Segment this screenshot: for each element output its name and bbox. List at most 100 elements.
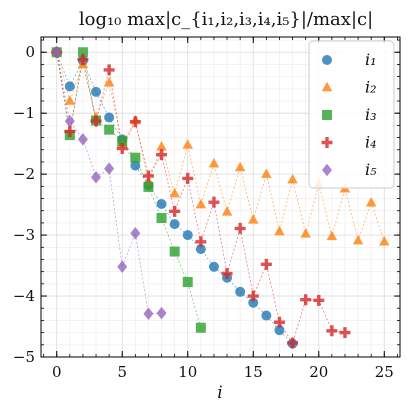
data-point-series-1: [248, 297, 259, 308]
data-point-series-5: [130, 227, 141, 240]
data-point-series-4: [339, 327, 351, 339]
x-tick-label: 0: [52, 363, 62, 381]
data-point-series-3: [169, 246, 180, 257]
legend-label-series-5: i₅: [365, 160, 377, 179]
data-point-series-3: [117, 136, 128, 147]
y-tick-label: −5: [13, 348, 35, 366]
data-point-series-5: [51, 45, 62, 59]
y-tick-label: −4: [13, 287, 35, 305]
data-point-series-2: [274, 225, 285, 236]
data-point-series-1: [104, 112, 115, 123]
data-point-series-1: [91, 86, 102, 97]
data-point-series-3: [156, 213, 167, 224]
x-tick-label: 15: [244, 363, 263, 381]
x-axis-label: i: [217, 383, 222, 403]
data-point-series-4: [195, 236, 207, 248]
data-point-series-2: [221, 206, 233, 216]
data-point-series-4: [64, 125, 76, 137]
data-point-series-4: [208, 196, 220, 208]
x-tick-label: 10: [178, 363, 197, 381]
data-point-series-1: [64, 81, 75, 92]
x-tick-label: 5: [117, 363, 127, 381]
data-point-series-4: [156, 149, 168, 161]
data-point-series-2: [234, 161, 246, 172]
legend-entries: i₁ i₂ i₃ i₄ i₅: [321, 50, 377, 179]
data-point-series-4: [313, 294, 325, 306]
data-point-series-4: [77, 54, 89, 66]
data-point-series-4: [260, 258, 272, 270]
chart-title: log₁₀ max|c_{i₁,i₂,i₃,i₄,i₅}|/max|c|: [79, 9, 373, 30]
data-point-series-5: [104, 162, 115, 175]
data-point-series-2: [103, 76, 115, 87]
data-point-series-4: [103, 64, 115, 76]
data-point-series-1: [182, 230, 193, 241]
series-line-2: [56, 52, 385, 242]
data-point-series-5: [117, 260, 128, 274]
data-point-series-1: [169, 219, 180, 230]
data-point-series-4: [221, 267, 233, 279]
y-tick-label: 0: [25, 43, 35, 61]
legend-marker-series-2: [321, 81, 333, 92]
data-point-series-2: [300, 228, 311, 238]
y-tick-label: −1: [13, 104, 35, 122]
data-point-series-3: [195, 322, 206, 333]
legend-label-series-3: i₃: [365, 105, 377, 124]
data-point-series-2: [352, 234, 364, 245]
data-point-series-3: [77, 47, 88, 58]
data-point-series-2: [326, 230, 338, 241]
data-point-series-4: [287, 337, 299, 349]
data-point-series-1: [208, 261, 219, 272]
y-tick-label: −2: [13, 165, 35, 183]
data-point-series-2: [261, 168, 272, 178]
data-point-series-4: [142, 170, 154, 182]
data-point-series-4: [326, 325, 338, 337]
data-point-series-2: [365, 197, 377, 207]
legend-marker-series-4: [321, 137, 333, 148]
legend-box: [308, 40, 395, 189]
plot-frame: [40, 36, 401, 358]
data-point-series-4: [273, 316, 285, 328]
data-point-series-5: [143, 307, 154, 320]
data-point-series-3: [130, 152, 141, 163]
data-point-series-1: [195, 244, 206, 255]
y-tick-label: −3: [13, 226, 35, 244]
data-point-series-2: [248, 214, 259, 224]
data-point-series-4: [169, 205, 181, 217]
data-point-series-1: [261, 310, 272, 321]
data-point-series-2: [208, 158, 220, 168]
data-point-series-2: [379, 236, 390, 246]
data-point-series-1: [274, 325, 285, 336]
data-point-series-4: [90, 115, 102, 127]
legend-label-series-4: i₄: [365, 133, 377, 152]
data-point-series-2: [182, 139, 193, 149]
legend-marker-series-1: [322, 55, 332, 65]
x-tick-label: 20: [309, 363, 328, 381]
legend: i₁ i₂ i₃ i₄ i₅: [308, 40, 395, 189]
data-point-series-2: [287, 173, 298, 184]
axis-ticks: 0 5 10 15 20 25 0 −1 −2 −3 −4 −5: [13, 37, 400, 381]
data-point-series-5: [156, 306, 167, 320]
data-point-series-3: [182, 277, 193, 288]
legend-marker-series-3: [322, 110, 332, 120]
data-point-series-2: [64, 95, 76, 105]
data-point-series-2: [195, 198, 207, 209]
data-point-series-1: [130, 160, 141, 171]
data-point-series-2: [156, 140, 167, 151]
data-point-series-4: [182, 172, 194, 184]
data-point-series-4: [129, 116, 141, 128]
x-tick-label: 25: [375, 363, 394, 381]
data-point-series-4: [247, 290, 259, 302]
data-point-series-4: [116, 143, 128, 155]
data-point-series-1: [156, 199, 167, 210]
data-point-series-5: [91, 170, 102, 184]
legend-label-series-2: i₂: [365, 78, 377, 97]
data-point-series-1: [235, 286, 246, 297]
data-point-series-4: [234, 222, 246, 234]
legend-marker-series-5: [322, 163, 332, 177]
legend-label-series-1: i₁: [365, 50, 377, 69]
data-point-series-2: [169, 187, 180, 198]
data-point-series-5: [77, 133, 88, 146]
data-point-series-5: [64, 114, 75, 128]
series-markers: [51, 45, 390, 349]
